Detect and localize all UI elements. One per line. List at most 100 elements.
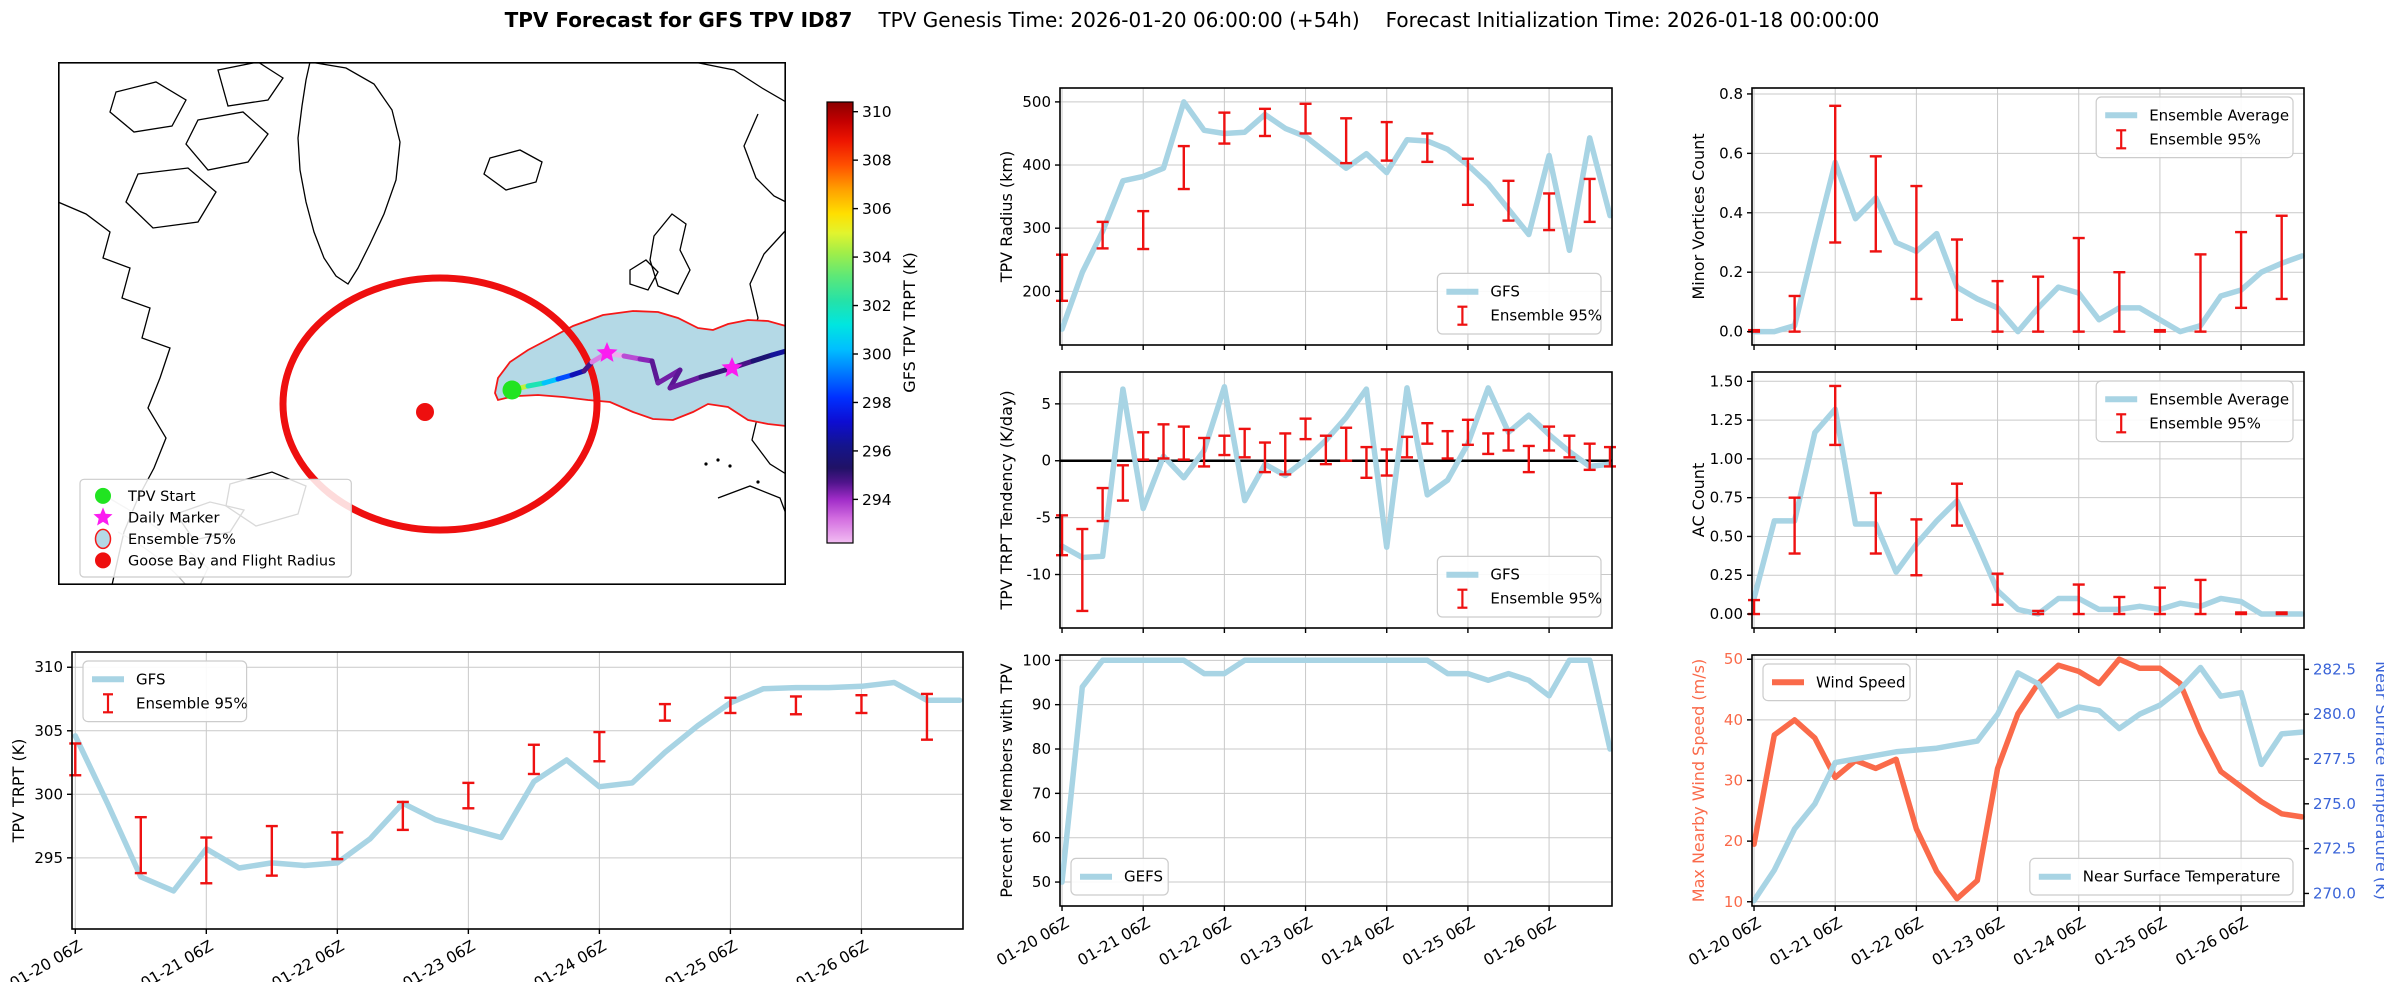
wind-svg: 10 20 30 40 50 270.0 272.5 275.0 277.5 280.0 282.5…	[1685, 650, 2384, 970]
goose-bay-marker	[416, 403, 434, 421]
svg-text:500: 500	[1022, 93, 1051, 111]
svg-text:TPV TRPT Tendency (K/day): TPV TRPT Tendency (K/day)	[997, 390, 1016, 610]
chart-percent-members: 50 60 70 80 90 100 01-20 06Z 01-21 06Z 01-22 06Z…	[985, 641, 1625, 982]
svg-text:60: 60	[1032, 829, 1051, 847]
title-genesis-time: TPV Genesis Time: 2026-01-20 06:00:00 (+…	[878, 8, 1360, 32]
series-ensemble-average	[1751, 406, 2305, 617]
svg-text:01-24 06Z: 01-24 06Z	[2010, 914, 2089, 970]
chart-tpv-trpt: 295 300 305 310 01-20 06Z 01-21 06Z 01-22 06Z 0…	[0, 628, 1000, 982]
svg-text:298: 298	[862, 394, 892, 412]
svg-text:300: 300	[862, 346, 892, 364]
svg-text:01-21 06Z: 01-21 06Z	[1075, 914, 1154, 970]
legend: GFS Ensemble 95%	[1436, 272, 1602, 335]
series-gfs	[1059, 384, 1613, 561]
svg-text:30: 30	[1724, 772, 1743, 790]
daily-marker-star	[721, 357, 743, 377]
axis-labels: 0.00 0.25 0.50 0.75 1.00 1.25 1.50 AC Count	[1689, 372, 2242, 633]
tpv_trpt-svg: 295 300 305 310 01-20 06Z 01-21 06Z 01-22 06Z 0…	[7, 651, 964, 982]
svg-text:0.8: 0.8	[1719, 85, 1743, 103]
svg-text:Near Surface Temperature: Near Surface Temperature	[2083, 868, 2281, 886]
svg-text:Ensemble 95%: Ensemble 95%	[2149, 414, 2261, 432]
svg-text:01-21 06Z: 01-21 06Z	[138, 937, 217, 982]
svg-text:277.5: 277.5	[2313, 750, 2356, 768]
svg-text:01-25 06Z: 01-25 06Z	[662, 937, 741, 982]
colorbar-ticks: 294 296 298 300 302 304 306 308 310	[853, 103, 892, 509]
svg-text:200: 200	[1022, 282, 1051, 300]
map-legend: TPV Start Daily Marker Ensemble 75% Goose B…	[79, 478, 352, 578]
svg-text:01-22 06Z: 01-22 06Z	[1156, 914, 1235, 970]
svg-text:310: 310	[862, 103, 892, 121]
tpv_radius-svg: 200 300 400 500 TPV Radius (km) GFS Ensemble 9…	[997, 87, 1613, 350]
chart-minor-vortices: 0.0 0.2 0.4 0.6 0.8 Minor Vortices Count Ensem…	[1677, 74, 2384, 359]
svg-text:0.75: 0.75	[1710, 489, 1743, 507]
svg-text:Ensemble Average: Ensemble Average	[2149, 106, 2289, 124]
svg-text:295: 295	[34, 849, 63, 867]
svg-text:-10: -10	[1027, 566, 1052, 584]
svg-text:Near Surface Temperature (K): Near Surface Temperature (K)	[2372, 661, 2384, 900]
plot-border	[1059, 371, 1613, 629]
svg-text:70: 70	[1032, 784, 1051, 802]
error-bars	[1748, 104, 2288, 333]
legend: Ensemble Average Ensemble 95%	[2095, 380, 2294, 443]
svg-text:50: 50	[1724, 650, 1743, 668]
svg-text:302: 302	[862, 297, 892, 315]
legend: GFS Ensemble 95%	[82, 660, 248, 723]
legend: GFS Ensemble 95%	[1436, 555, 1602, 618]
svg-text:10: 10	[1724, 893, 1743, 911]
colorbar-label: GFS TPV TRPT (K)	[900, 252, 919, 392]
svg-text:90: 90	[1032, 696, 1051, 714]
svg-text:01-20 06Z: 01-20 06Z	[1685, 914, 1764, 970]
svg-text:40: 40	[1724, 711, 1743, 729]
svg-text:TPV Radius (km): TPV Radius (km)	[997, 151, 1016, 284]
series-near-surface-temperature	[1751, 664, 2305, 904]
percent-svg: 50 60 70 80 90 100 01-20 06Z 01-21 06Z 01-22 06Z…	[993, 651, 1613, 970]
svg-text:GFS: GFS	[136, 670, 166, 688]
svg-text:GFS: GFS	[1490, 283, 1520, 301]
svg-text:Ensemble 75%: Ensemble 75%	[128, 532, 236, 548]
series	[1059, 384, 1613, 561]
svg-text:80: 80	[1032, 740, 1051, 758]
series	[1751, 656, 2305, 904]
chart-ac-count: 0.00 0.25 0.50 0.75 1.00 1.25 1.50 AC Count Ense…	[1677, 358, 2384, 643]
svg-text:01-23 06Z: 01-23 06Z	[1237, 914, 1316, 970]
svg-text:AC Count: AC Count	[1689, 463, 1708, 537]
plot-border	[1751, 371, 2305, 629]
error-bars	[1748, 384, 2288, 616]
svg-text:Goose Bay and Flight Radius: Goose Bay and Flight Radius	[128, 553, 336, 569]
svg-text:Wind Speed: Wind Speed	[1816, 673, 1906, 691]
svg-text:0: 0	[1041, 452, 1051, 470]
svg-text:0.2: 0.2	[1719, 263, 1743, 281]
svg-text:01-26 06Z: 01-26 06Z	[1481, 914, 1560, 970]
svg-text:Max Nearby Wind Speed (m/s): Max Nearby Wind Speed (m/s)	[1689, 659, 1708, 902]
svg-text:5: 5	[1041, 395, 1051, 413]
svg-text:Ensemble Average: Ensemble Average	[2149, 390, 2289, 408]
svg-text:300: 300	[1022, 219, 1051, 237]
ac-svg: 0.00 0.25 0.50 0.75 1.00 1.25 1.50 AC Count Ense…	[1689, 371, 2305, 633]
series	[1751, 406, 2305, 617]
svg-text:310: 310	[34, 658, 63, 676]
svg-text:01-26 06Z: 01-26 06Z	[2173, 914, 2252, 970]
svg-text:01-20 06Z: 01-20 06Z	[7, 937, 86, 982]
title-product: TPV Forecast for GFS TPV ID87	[504, 8, 853, 32]
svg-text:01-25 06Z: 01-25 06Z	[2091, 914, 2170, 970]
series-gfs	[1059, 99, 1613, 332]
minor-svg: 0.0 0.2 0.4 0.6 0.8 Minor Vortices Count Ensem…	[1689, 85, 2305, 350]
figure-title: TPV Forecast for GFS TPV ID87 TPV Genesis…	[0, 8, 2384, 32]
map-border	[58, 62, 787, 586]
legend: Ensemble Average Ensemble 95%	[2095, 96, 2294, 159]
svg-text:01-25 06Z: 01-25 06Z	[1399, 914, 1478, 970]
svg-text:100: 100	[1022, 651, 1051, 669]
svg-text:1.25: 1.25	[1710, 411, 1743, 429]
svg-text:272.5: 272.5	[2313, 840, 2356, 858]
series-gfs	[72, 679, 963, 894]
plot-border	[1751, 87, 2305, 346]
legend: Wind Speed	[1762, 663, 1911, 702]
svg-text:01-23 06Z: 01-23 06Z	[1929, 914, 2008, 970]
series	[1059, 99, 1613, 332]
colorbar-svg: 294 296 298 300 302 304 306 308 310 GFS TPV TRPT …	[826, 101, 919, 544]
series-gefs	[1059, 657, 1613, 885]
svg-text:280.0: 280.0	[2313, 705, 2356, 723]
svg-text:20: 20	[1724, 832, 1743, 850]
legend: GEFS	[1070, 857, 1169, 896]
